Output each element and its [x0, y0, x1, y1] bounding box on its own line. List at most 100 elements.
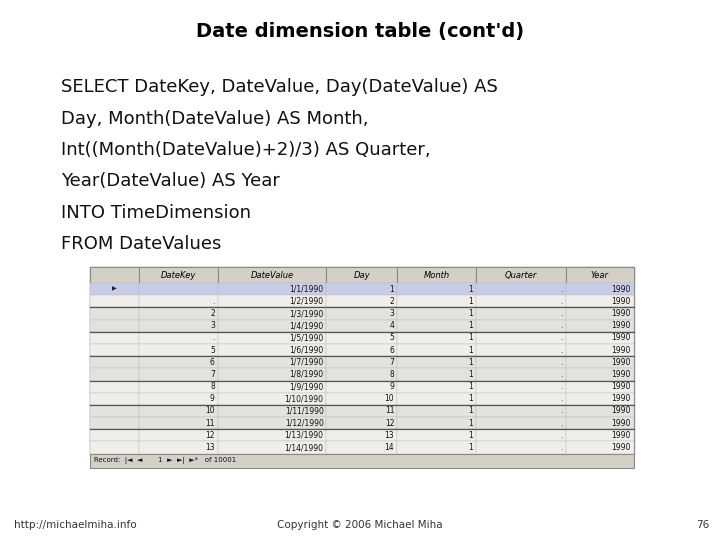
- Bar: [397, 320, 476, 332]
- Text: .: .: [560, 407, 563, 415]
- Text: 12: 12: [205, 431, 215, 440]
- Text: 1/10/1990: 1/10/1990: [284, 394, 323, 403]
- Text: 12: 12: [384, 418, 395, 428]
- Text: 1990: 1990: [611, 431, 631, 440]
- Bar: [476, 381, 566, 393]
- Text: 1990: 1990: [611, 370, 631, 379]
- Bar: [397, 417, 476, 429]
- Bar: [566, 307, 634, 320]
- Text: 1/4/1990: 1/4/1990: [289, 321, 323, 330]
- Bar: [90, 356, 139, 368]
- Text: SELECT DateKey, DateValue, Day(DateValue) AS: SELECT DateKey, DateValue, Day(DateValue…: [61, 78, 498, 96]
- Text: 1/14/1990: 1/14/1990: [284, 443, 323, 452]
- Bar: [90, 417, 139, 429]
- Bar: [566, 393, 634, 405]
- Bar: [90, 429, 139, 441]
- Text: .: .: [560, 358, 563, 367]
- Bar: [326, 267, 397, 283]
- Bar: [566, 295, 634, 307]
- Bar: [139, 307, 217, 320]
- Bar: [566, 283, 634, 295]
- Bar: [476, 307, 566, 320]
- Bar: [397, 429, 476, 441]
- Text: 1/11/1990: 1/11/1990: [284, 407, 323, 415]
- Bar: [90, 332, 139, 344]
- Bar: [397, 356, 476, 368]
- Text: 14: 14: [384, 443, 395, 452]
- Bar: [397, 405, 476, 417]
- Bar: [326, 307, 397, 320]
- Bar: [566, 381, 634, 393]
- Bar: [566, 267, 634, 283]
- Bar: [90, 454, 634, 468]
- Text: .: .: [560, 443, 563, 452]
- Text: .: .: [560, 333, 563, 342]
- Bar: [139, 283, 217, 295]
- Text: 1: 1: [468, 382, 473, 391]
- Text: 5: 5: [390, 333, 395, 342]
- Bar: [139, 405, 217, 417]
- Text: 1: 1: [468, 358, 473, 367]
- Text: 1/5/1990: 1/5/1990: [289, 333, 323, 342]
- Text: Quarter: Quarter: [505, 271, 537, 280]
- Bar: [217, 332, 326, 344]
- Text: 11: 11: [205, 418, 215, 428]
- Bar: [566, 429, 634, 441]
- Bar: [217, 356, 326, 368]
- Bar: [397, 368, 476, 381]
- Text: 1: 1: [468, 309, 473, 318]
- Bar: [217, 417, 326, 429]
- Text: DateValue: DateValue: [251, 271, 294, 280]
- Bar: [90, 381, 139, 393]
- Bar: [326, 368, 397, 381]
- Bar: [139, 381, 217, 393]
- Bar: [139, 417, 217, 429]
- Text: .: .: [212, 297, 215, 306]
- Bar: [566, 332, 634, 344]
- Bar: [326, 344, 397, 356]
- Bar: [139, 441, 217, 454]
- Bar: [476, 441, 566, 454]
- Bar: [476, 368, 566, 381]
- Bar: [566, 344, 634, 356]
- Bar: [217, 441, 326, 454]
- Bar: [90, 295, 139, 307]
- Text: 6: 6: [390, 346, 395, 355]
- Bar: [326, 320, 397, 332]
- Text: 1: 1: [468, 418, 473, 428]
- Text: Month: Month: [423, 271, 449, 280]
- Bar: [139, 368, 217, 381]
- Text: .: .: [560, 321, 563, 330]
- Bar: [217, 320, 326, 332]
- Bar: [326, 429, 397, 441]
- Bar: [217, 381, 326, 393]
- Text: 1/1/1990: 1/1/1990: [289, 285, 323, 294]
- Text: 1: 1: [468, 407, 473, 415]
- Text: 1: 1: [468, 370, 473, 379]
- Text: Day: Day: [354, 271, 370, 280]
- Text: 13: 13: [205, 443, 215, 452]
- Bar: [217, 295, 326, 307]
- Text: 8: 8: [390, 370, 395, 379]
- Bar: [326, 441, 397, 454]
- Bar: [217, 307, 326, 320]
- Text: .: .: [560, 418, 563, 428]
- Text: .: .: [560, 382, 563, 391]
- Bar: [90, 320, 139, 332]
- Text: 1: 1: [390, 285, 395, 294]
- Bar: [90, 267, 634, 454]
- Bar: [90, 393, 139, 405]
- Bar: [397, 267, 476, 283]
- Text: FROM DateValues: FROM DateValues: [61, 235, 222, 253]
- Text: 1990: 1990: [611, 418, 631, 428]
- Bar: [397, 307, 476, 320]
- Text: 1/3/1990: 1/3/1990: [289, 309, 323, 318]
- Text: 1: 1: [468, 285, 473, 294]
- Text: 7: 7: [390, 358, 395, 367]
- Text: 2: 2: [210, 309, 215, 318]
- Text: 10: 10: [205, 407, 215, 415]
- Text: 1990: 1990: [611, 394, 631, 403]
- Bar: [217, 283, 326, 295]
- Text: 1990: 1990: [611, 358, 631, 367]
- Text: http://michaelmiha.info: http://michaelmiha.info: [14, 520, 137, 530]
